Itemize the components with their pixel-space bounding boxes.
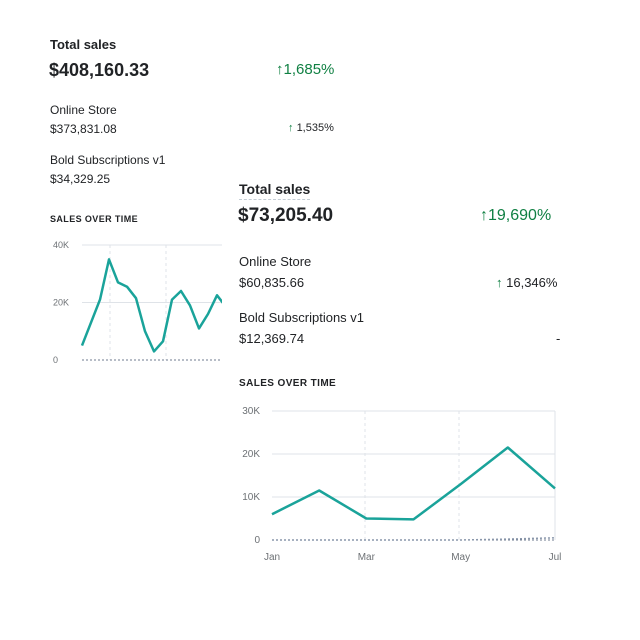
front-online-store-label: Online Store <box>239 254 312 269</box>
front-total-sales-change: ↑19,690% <box>480 207 551 225</box>
back-chart-ytick-2: 40K <box>53 240 69 250</box>
back-total-sales-value: $408,160.33 <box>49 60 150 80</box>
front-total-sales-value: $73,205.40 <box>238 205 334 226</box>
front-sales-chart: 0 10K 20K 30K Jan Mar May Jul <box>242 406 562 563</box>
front-total-sales-title[interactable]: Total sales <box>239 181 311 200</box>
back-chart-ytick-1: 20K <box>53 298 69 308</box>
front-chart-xtick-3: Jul <box>549 552 562 563</box>
arrow-up-icon: ↑ <box>288 122 294 134</box>
front-bold-subs-label: Bold Subscriptions v1 <box>239 310 365 325</box>
back-sales-chart: 0 20K 40K <box>53 240 227 365</box>
back-online-store-value: $373,831.08 <box>50 122 117 136</box>
front-chart-xtick-2: May <box>451 552 470 563</box>
front-chart-ytick-1: 10K <box>242 492 260 503</box>
front-chart-xtick-0: Jan <box>264 552 280 563</box>
back-total-change-value: 1,685% <box>283 61 335 78</box>
front-total-change-value: 19,690% <box>488 207 552 224</box>
back-bold-subs-label: Bold Subscriptions v1 <box>50 153 166 167</box>
arrow-up-icon: ↑ <box>480 207 488 224</box>
back-online-change-value: 1,535% <box>296 122 334 134</box>
front-chart-ytick-2: 20K <box>242 449 260 460</box>
front-chart-caption: SALES OVER TIME <box>239 378 337 389</box>
front-chart-xtick-1: Mar <box>358 552 376 563</box>
front-bold-subs-value: $12,369.74 <box>239 331 305 346</box>
front-online-store-change: ↑ 16,346% <box>496 275 557 290</box>
back-bold-subs-value: $34,329.25 <box>50 172 111 186</box>
front-chart-series-line <box>271 446 556 521</box>
back-total-sales-change: ↑1,685% <box>276 61 334 78</box>
back-chart-ytick-0: 0 <box>53 355 58 365</box>
front-bold-subs-change: - <box>556 331 561 346</box>
front-chart-ytick-0: 0 <box>254 535 260 546</box>
arrow-up-icon: ↑ <box>496 275 503 290</box>
front-online-change-value: 16,346% <box>506 275 558 290</box>
front-online-store-value: $60,835.66 <box>239 275 305 290</box>
front-chart-ytick-3: 30K <box>242 406 260 417</box>
arrow-up-icon: ↑ <box>276 61 284 78</box>
back-total-sales-title[interactable]: Total sales <box>50 37 117 52</box>
front-chart-series-line-2 <box>272 537 556 541</box>
front-sales-card: Total sales $73,205.40 ↑19,690% Online S… <box>222 168 640 640</box>
back-online-store-change: ↑ 1,535% <box>288 122 334 134</box>
back-online-store-label: Online Store <box>50 103 117 117</box>
back-chart-series-line <box>80 258 227 353</box>
back-chart-caption: SALES OVER TIME <box>50 214 139 224</box>
